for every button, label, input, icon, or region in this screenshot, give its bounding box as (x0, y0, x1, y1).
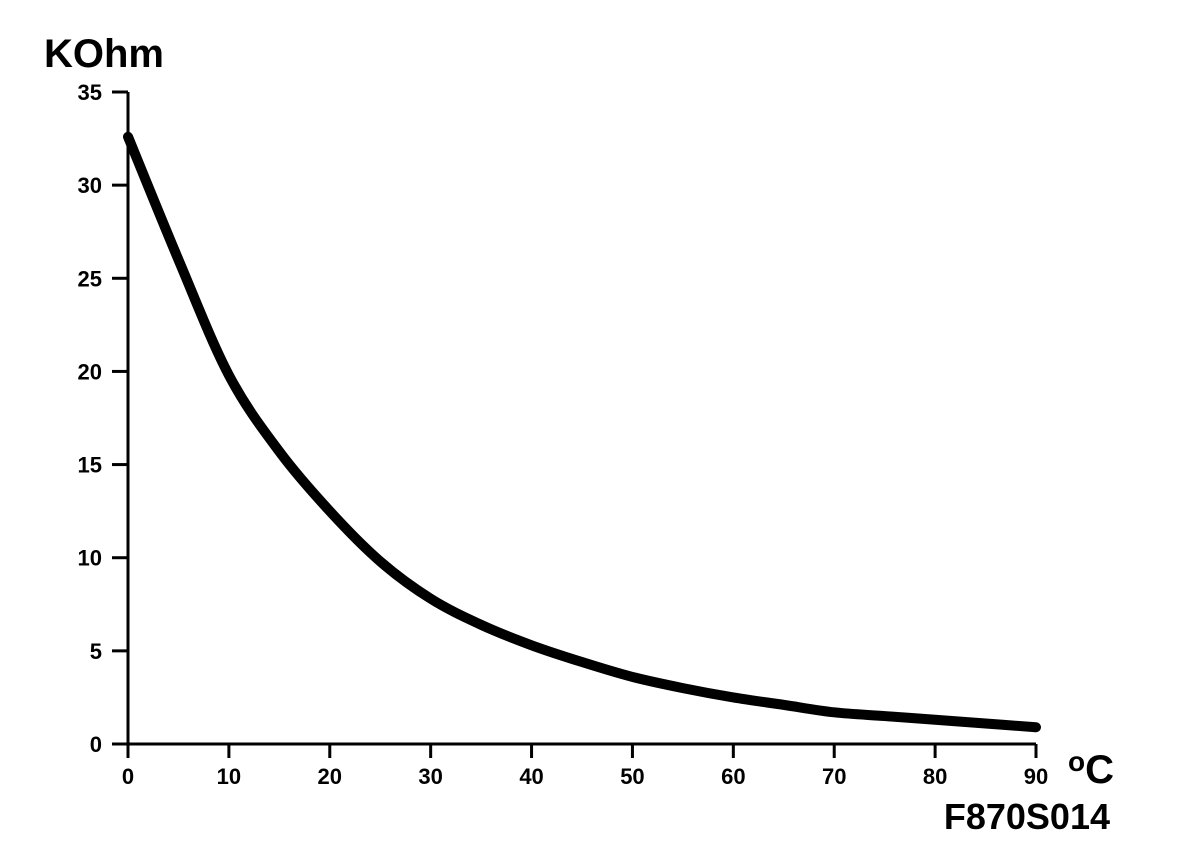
x-axis: 0 10 20 30 40 50 60 70 80 90 (122, 742, 1048, 789)
series (123, 131, 1041, 733)
y-tick-label: 30 (78, 173, 102, 198)
x-tick-label: 40 (519, 764, 543, 789)
y-tick-label: 25 (78, 266, 102, 291)
x-tick-label: 0 (122, 764, 134, 789)
x-axis-title-unit: C (1085, 748, 1114, 792)
y-tick-label: 10 (78, 546, 102, 571)
x-tick-label: 80 (923, 764, 947, 789)
y-tick-label: 5 (90, 639, 102, 664)
y-axis: 0 5 10 15 20 25 30 35 (78, 80, 130, 757)
chart-code: F870S014 (944, 796, 1110, 837)
x-tick-label: 20 (318, 764, 342, 789)
x-axis-title: oC (1068, 746, 1114, 792)
series-line (123, 131, 1041, 733)
y-axis-title: KOhm (44, 32, 164, 76)
x-tick-label: 60 (721, 764, 745, 789)
x-tick-label: 10 (217, 764, 241, 789)
x-tick-label: 90 (1024, 764, 1048, 789)
y-tick-label: 35 (78, 80, 102, 105)
y-tick-label: 0 (90, 732, 102, 757)
x-tick-label: 50 (620, 764, 644, 789)
x-axis-title-degree: o (1068, 746, 1085, 777)
y-tick-label: 15 (78, 453, 102, 478)
y-tick-label: 20 (78, 359, 102, 384)
x-tick-label: 30 (418, 764, 442, 789)
x-tick-label: 70 (822, 764, 846, 789)
